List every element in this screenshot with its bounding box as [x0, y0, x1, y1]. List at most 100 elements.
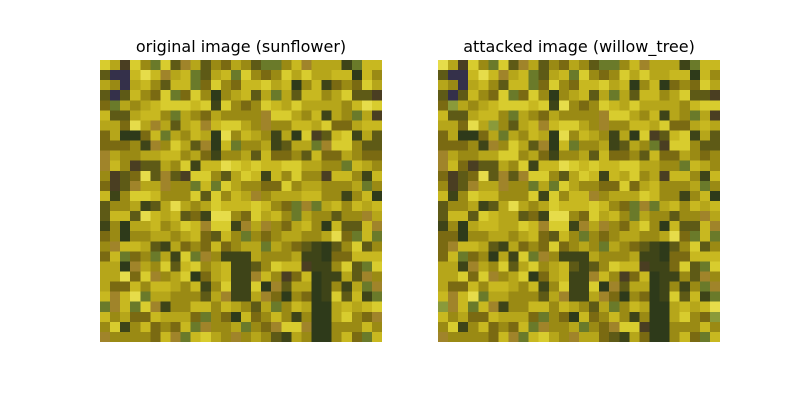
- image-pixel: [689, 271, 701, 282]
- image-pixel: [271, 261, 282, 272]
- image-pixel: [558, 291, 570, 302]
- image-pixel: [160, 90, 171, 101]
- image-pixel: [538, 140, 549, 151]
- image-pixel: [518, 120, 529, 131]
- image-pixel: [468, 150, 479, 161]
- image-pixel: [110, 70, 121, 81]
- image-pixel: [669, 90, 680, 101]
- image-pixel: [619, 231, 630, 242]
- image-pixel: [251, 321, 262, 333]
- original-image: [100, 60, 382, 342]
- image-pixel: [371, 311, 382, 323]
- image-pixel: [639, 110, 650, 121]
- image-pixel: [150, 60, 161, 71]
- image-pixel: [351, 170, 363, 182]
- image-pixel: [458, 120, 469, 131]
- image-pixel: [311, 160, 322, 171]
- image-pixel: [331, 291, 342, 302]
- image-pixel: [568, 80, 580, 91]
- image-pixel: [210, 331, 222, 342]
- image-pixel: [100, 90, 111, 101]
- image-pixel: [458, 261, 469, 272]
- image-pixel: [599, 211, 610, 222]
- image-pixel: [568, 180, 580, 192]
- image-pixel: [679, 311, 690, 323]
- image-pixel: [160, 70, 171, 81]
- image-pixel: [341, 150, 352, 161]
- image-pixel: [438, 180, 449, 192]
- image-pixel: [271, 221, 282, 232]
- image-pixel: [361, 140, 373, 151]
- image-pixel: [619, 70, 630, 81]
- image-pixel: [558, 221, 570, 232]
- image-pixel: [230, 211, 242, 222]
- image-pixel: [548, 201, 560, 212]
- image-pixel: [599, 110, 610, 121]
- image-pixel: [140, 311, 151, 323]
- image-pixel: [568, 271, 580, 282]
- image-pixel: [669, 120, 680, 131]
- image-pixel: [100, 80, 111, 91]
- image-pixel: [669, 281, 680, 292]
- image-pixel: [180, 201, 191, 212]
- image-pixel: [579, 211, 590, 222]
- image-pixel: [438, 190, 449, 202]
- image-pixel: [689, 251, 701, 262]
- image-pixel: [438, 241, 449, 252]
- image-pixel: [558, 160, 570, 171]
- image-pixel: [291, 311, 302, 323]
- image-pixel: [518, 331, 529, 342]
- image-pixel: [271, 120, 282, 131]
- image-pixel: [639, 281, 650, 292]
- image-pixel: [679, 321, 690, 333]
- image-pixel: [528, 231, 539, 242]
- image-pixel: [649, 70, 660, 81]
- image-pixel: [478, 271, 489, 282]
- image-pixel: [468, 170, 479, 182]
- image-pixel: [538, 60, 549, 71]
- image-pixel: [261, 160, 272, 171]
- image-pixel: [180, 291, 191, 302]
- image-pixel: [508, 261, 519, 272]
- image-pixel: [659, 321, 670, 333]
- image-pixel: [558, 70, 570, 81]
- image-pixel: [619, 331, 630, 342]
- image-pixel: [548, 221, 560, 232]
- image-pixel: [599, 221, 610, 232]
- image-pixel: [468, 291, 479, 302]
- image-pixel: [659, 231, 670, 242]
- image-pixel: [508, 211, 519, 222]
- image-pixel: [488, 140, 499, 151]
- image-pixel: [281, 160, 292, 171]
- image-pixel: [528, 211, 539, 222]
- image-pixel: [619, 311, 630, 323]
- image-pixel: [251, 190, 262, 202]
- image-pixel: [230, 70, 242, 81]
- image-pixel: [140, 251, 151, 262]
- image-pixel: [130, 140, 141, 151]
- image-pixel: [281, 331, 292, 342]
- image-pixel: [528, 90, 539, 101]
- image-pixel: [110, 110, 121, 121]
- image-pixel: [669, 170, 680, 182]
- image-pixel: [478, 311, 489, 323]
- image-pixel: [130, 281, 141, 292]
- image-pixel: [609, 190, 620, 202]
- image-pixel: [140, 231, 151, 242]
- image-pixel: [609, 160, 620, 171]
- image-pixel: [589, 221, 600, 232]
- image-pixel: [709, 160, 720, 171]
- image-pixel: [629, 261, 640, 272]
- image-pixel: [709, 60, 720, 71]
- image-pixel: [331, 60, 342, 71]
- image-pixel: [321, 301, 332, 312]
- image-pixel: [558, 311, 570, 323]
- image-pixel: [599, 271, 610, 282]
- image-pixel: [629, 70, 640, 81]
- image-pixel: [629, 170, 640, 182]
- image-pixel: [321, 90, 332, 101]
- image-pixel: [371, 170, 382, 182]
- image-pixel: [341, 140, 352, 151]
- image-pixel: [140, 301, 151, 312]
- image-pixel: [689, 140, 701, 151]
